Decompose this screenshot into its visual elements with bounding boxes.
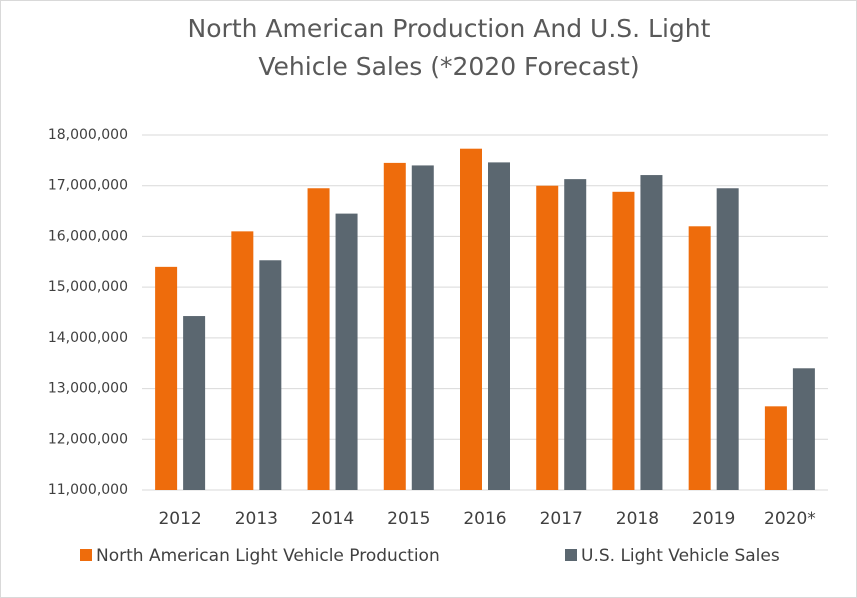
- legend-swatch: [565, 549, 577, 561]
- x-tick-label: 2014: [311, 509, 354, 529]
- bar: [383, 162, 406, 490]
- x-tick-label: 2016: [463, 509, 506, 529]
- x-tick-label: 2017: [540, 509, 583, 529]
- bar: [155, 266, 178, 490]
- bar: [716, 188, 739, 490]
- bar: [792, 368, 815, 490]
- y-tick-label: 12,000,000: [48, 431, 128, 447]
- bar: [536, 185, 559, 490]
- x-tick-label: 2019: [692, 509, 735, 529]
- bar: [259, 260, 282, 490]
- bar: [335, 213, 358, 490]
- x-tick-label: 2020*: [764, 509, 816, 529]
- chart-title: Vehicle Sales (*2020 Forecast): [258, 52, 639, 81]
- bar: [488, 162, 510, 490]
- bar: [460, 148, 482, 490]
- bar: [411, 165, 434, 490]
- y-tick-label: 17,000,000: [48, 178, 128, 194]
- y-tick-label: 15,000,000: [48, 279, 128, 295]
- bar: [183, 316, 206, 490]
- y-tick-label: 11,000,000: [48, 482, 128, 498]
- bar: [640, 175, 663, 491]
- legend-label: North American Light Vehicle Production: [96, 546, 440, 566]
- y-tick-label: 13,000,000: [48, 381, 128, 397]
- bar: [688, 226, 711, 491]
- legend-label: U.S. Light Vehicle Sales: [581, 546, 780, 566]
- bar: [764, 406, 787, 490]
- y-tick-label: 18,000,000: [48, 127, 128, 143]
- bar: [231, 231, 254, 490]
- x-tick-label: 2015: [387, 509, 430, 529]
- y-tick-label: 14,000,000: [48, 330, 128, 346]
- x-tick-label: 2018: [616, 509, 659, 529]
- bar: [564, 179, 587, 490]
- y-tick-label: 16,000,000: [48, 228, 128, 244]
- x-tick-label: 2013: [235, 509, 278, 529]
- bar: [612, 191, 635, 491]
- bar: [307, 188, 330, 490]
- chart-title: North American Production And U.S. Light: [188, 14, 711, 43]
- x-tick-label: 2012: [158, 509, 201, 529]
- legend-swatch: [80, 549, 92, 561]
